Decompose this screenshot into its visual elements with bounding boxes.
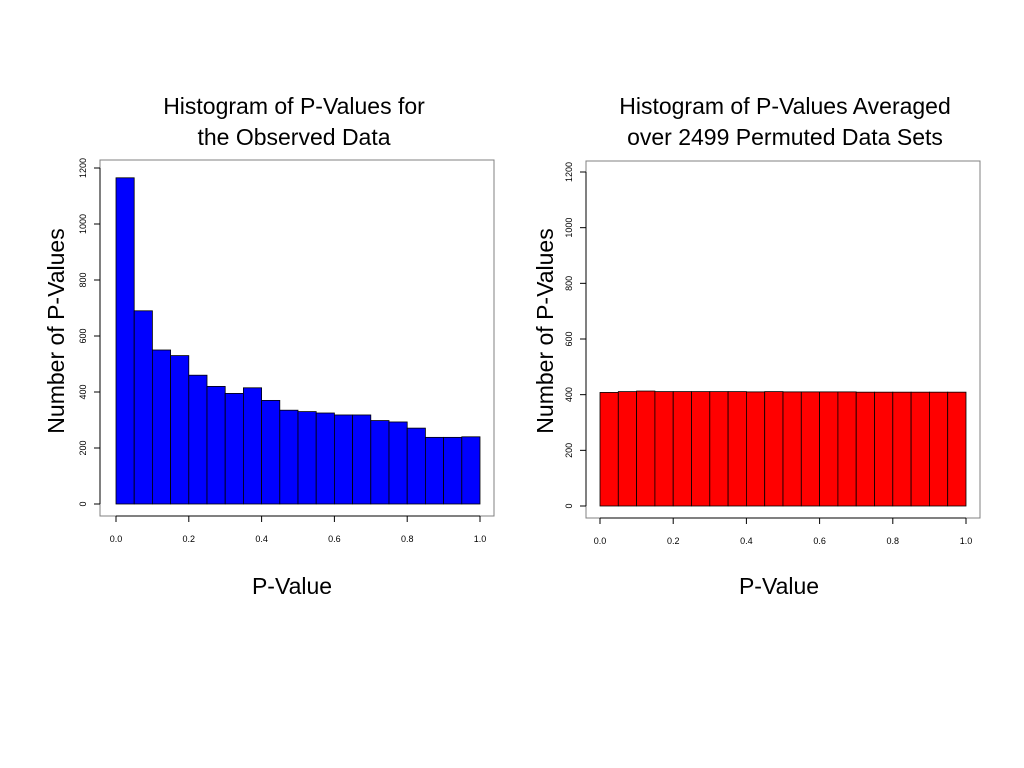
left-bar-5 [206,385,226,505]
left-y-axis: 0 200 400 600 800 1000 1200 [78,158,101,507]
left-bar-19 [461,436,481,505]
right-y-axis-label: Number of P-Values [532,228,558,433]
right-bar-5 [691,391,711,507]
right-bar-19 [947,391,967,507]
left-bar-8 [261,399,281,505]
left-y-tick-label-1: 200 [78,440,88,455]
right-bar-11 [800,391,820,507]
right-bar-14 [855,391,875,507]
left-bar-13 [352,414,372,505]
right-title-line-1: Histogram of P-Values Averaged [619,93,951,119]
left-bar-6 [224,392,244,505]
left-bar-9 [279,409,299,505]
right-bar-0 [599,392,619,507]
left-y-tick-label-0: 0 [78,501,88,506]
right-x-axis-label: P-Value [739,573,819,599]
left-bar-16 [406,427,426,505]
right-y-tick-label-6: 1200 [564,162,574,182]
right-y-tick-label-1: 200 [564,443,574,458]
right-bar-2 [636,390,656,507]
left-bar-12 [333,414,353,505]
left-y-axis-label: Number of P-Values [43,228,69,433]
right-bar-17 [910,391,930,507]
right-x-tick-label-2: 0.4 [740,536,753,546]
right-bar-7 [727,391,747,507]
left-y-tick-label-6: 1200 [78,158,88,178]
left-bar-7 [242,387,262,505]
left-bar-2 [151,349,171,505]
right-title-line-2: over 2499 Permuted Data Sets [627,124,943,150]
left-x-tick-label-0: 0.0 [110,534,123,544]
left-x-tick-label-4: 0.8 [401,534,414,544]
right-bar-13 [837,391,857,507]
right-x-tick-label-0: 0.0 [594,536,607,546]
right-y-tick-label-2: 400 [564,387,574,402]
right-x-tick-label-4: 0.8 [887,536,900,546]
left-bar-15 [388,421,408,505]
right-bar-15 [874,391,894,507]
left-x-tick-label-2: 0.4 [255,534,268,544]
left-bar-0 [115,177,135,505]
right-bar-10 [782,391,802,507]
right-x-tick-label-5: 1.0 [960,536,973,546]
right-bar-6 [709,391,729,507]
left-y-tick-label-2: 400 [78,384,88,399]
left-bar-14 [370,420,390,505]
left-x-axis: 0.0 0.2 0.4 0.6 0.8 1.0 [110,515,487,544]
right-bar-4 [672,391,692,507]
left-title-line-2: the Observed Data [197,124,390,150]
right-bar-12 [819,391,839,507]
left-bar-11 [315,412,335,505]
right-histogram-bars [599,390,967,507]
left-bar-10 [297,411,317,505]
left-y-tick-label-5: 1000 [78,214,88,234]
left-x-tick-label-1: 0.2 [183,534,196,544]
left-bar-18 [443,436,463,505]
right-bar-3 [654,391,674,507]
left-title-line-1: Histogram of P-Values for [163,93,425,119]
right-y-tick-label-3: 600 [564,331,574,346]
left-histogram-panel: Histogram of P-Values for the Observed D… [43,93,495,599]
left-bar-17 [424,436,444,505]
right-x-tick-label-3: 0.6 [813,536,826,546]
right-x-tick-label-1: 0.2 [667,536,680,546]
right-bar-8 [746,391,766,507]
right-histogram-panel: Histogram of P-Values Averaged over 2499… [532,93,981,599]
left-bar-3 [170,355,190,505]
right-bar-1 [617,391,637,507]
left-bar-1 [133,310,153,505]
right-bar-9 [764,391,784,507]
right-y-tick-label-0: 0 [564,503,574,508]
right-y-tick-label-4: 800 [564,276,574,291]
left-x-tick-label-3: 0.6 [328,534,341,544]
left-y-tick-label-4: 800 [78,272,88,287]
left-bar-4 [188,374,208,505]
left-histogram-bars [115,177,481,505]
left-y-tick-label-3: 600 [78,328,88,343]
right-bar-16 [892,391,912,507]
left-x-axis-label: P-Value [252,573,332,599]
right-x-axis: 0.0 0.2 0.4 0.6 0.8 1.0 [594,517,973,546]
right-bar-18 [929,391,949,507]
left-x-tick-label-5: 1.0 [474,534,487,544]
right-y-axis: 0 200 400 600 800 1000 1200 [564,162,587,509]
right-y-tick-label-5: 1000 [564,218,574,238]
